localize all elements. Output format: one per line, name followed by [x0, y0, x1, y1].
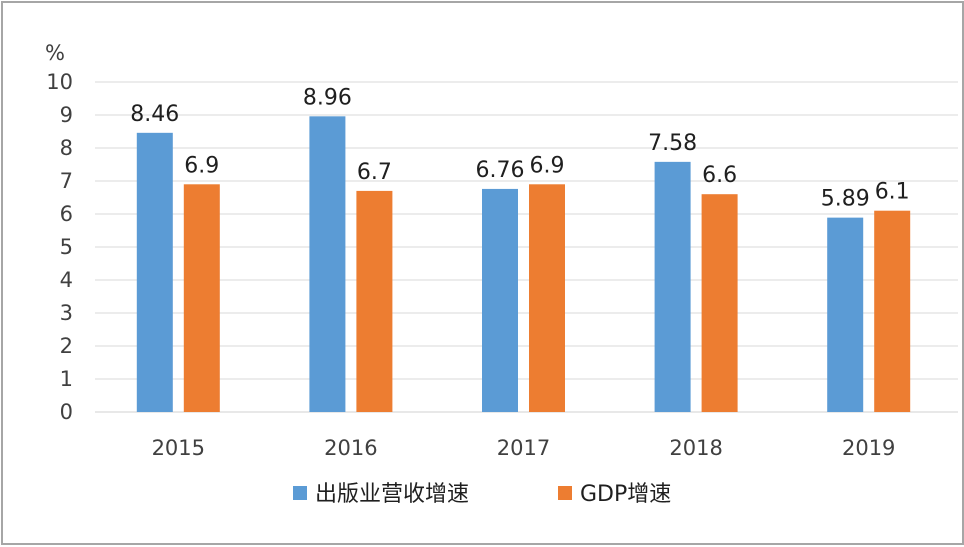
bar-gdp-2019: [874, 210, 911, 412]
legend-swatch-publishing: [293, 486, 307, 500]
x-axis-categories: 2015 2016 2017 2018 2019: [152, 436, 896, 460]
y-tick-label: 0: [60, 400, 73, 424]
y-tick-label: 1: [60, 367, 73, 391]
y-tick-label: 10: [46, 70, 73, 94]
gridlines: [95, 81, 958, 413]
bar-gdp-2018: [701, 194, 738, 412]
legend-swatch-gdp: [558, 486, 572, 500]
legend-label-gdp: GDP增速: [580, 482, 671, 507]
bar-gdp-2016: [356, 190, 393, 412]
bar-publishing-2016: [309, 116, 346, 412]
data-label: 6.76: [476, 158, 525, 183]
bar-gdp-2017: [529, 184, 565, 412]
bar-publishing-2015: [136, 132, 173, 412]
y-tick-label: 9: [60, 103, 73, 127]
data-label: 8.96: [303, 85, 352, 110]
x-tick-label: 2018: [669, 436, 722, 460]
bars: [136, 116, 911, 412]
data-label: 8.46: [130, 102, 179, 127]
y-tick-label: 4: [60, 268, 73, 292]
y-axis-ticks: 0 1 2 3 4 5 6 7 8 9 10: [46, 70, 73, 424]
data-label: 6.9: [184, 153, 219, 178]
x-tick-label: 2017: [497, 436, 550, 460]
data-label: 6.1: [875, 180, 910, 205]
y-tick-label: 3: [60, 301, 73, 325]
x-tick-label: 2016: [324, 436, 377, 460]
y-tick-label: 7: [60, 169, 73, 193]
bar-publishing-2017: [482, 188, 518, 412]
bar-gdp-2015: [183, 184, 220, 412]
bar-publishing-2018: [654, 161, 691, 412]
data-labels: 8.466.98.966.7 6.76 6.97.586.65.89 6.1: [130, 85, 909, 211]
data-label: 7.58: [648, 131, 697, 156]
data-label: 6.9: [530, 153, 565, 178]
x-tick-label: 2015: [152, 436, 205, 460]
y-tick-label: 8: [60, 136, 73, 160]
y-tick-label: 5: [60, 235, 73, 259]
legend-label-publishing: 出版业营收增速: [315, 482, 469, 507]
data-label: 5.89: [821, 187, 870, 212]
y-tick-label: 2: [60, 334, 73, 358]
y-tick-label: 6: [60, 202, 73, 226]
y-axis-unit: %: [45, 41, 65, 65]
data-label: 6.7: [357, 160, 392, 185]
bar-publishing-2019: [827, 217, 864, 412]
legend: 出版业营收增速 GDP增速: [293, 482, 671, 507]
x-tick-label: 2019: [842, 436, 895, 460]
data-label: 6.6: [702, 163, 737, 188]
